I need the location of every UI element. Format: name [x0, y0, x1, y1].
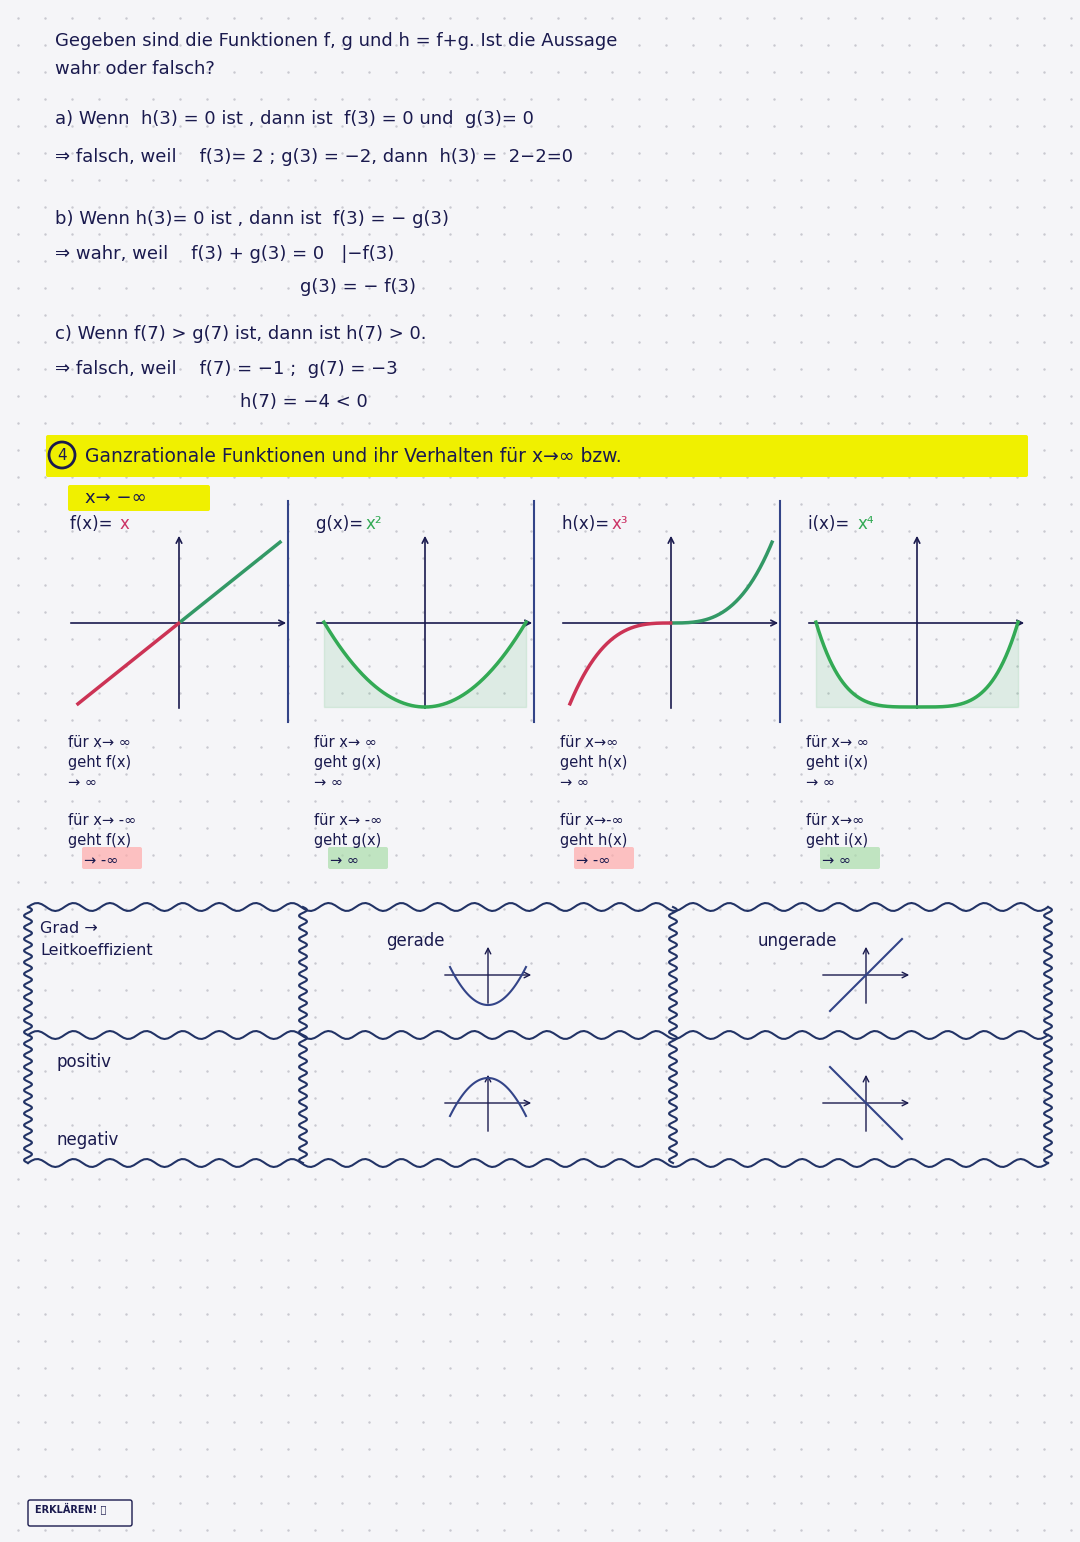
- FancyBboxPatch shape: [328, 847, 388, 870]
- Text: für x→-∞: für x→-∞: [561, 813, 623, 828]
- Text: geht f(x): geht f(x): [68, 833, 131, 848]
- Text: für x→ ∞: für x→ ∞: [314, 736, 377, 749]
- Text: → ∞: → ∞: [68, 776, 97, 790]
- Text: negativ: negativ: [56, 1130, 119, 1149]
- Text: für x→∞: für x→∞: [561, 736, 618, 749]
- Text: x: x: [120, 515, 130, 534]
- Text: ⇒ falsch, weil    f(3)= 2 ; g(3) = −2, dann  h(3) =  2−2=0: ⇒ falsch, weil f(3)= 2 ; g(3) = −2, dann…: [55, 148, 573, 167]
- FancyBboxPatch shape: [82, 847, 141, 870]
- FancyBboxPatch shape: [68, 486, 210, 510]
- Text: wahr oder falsch?: wahr oder falsch?: [55, 60, 215, 79]
- Text: für x→ ∞: für x→ ∞: [68, 736, 131, 749]
- Text: → ∞: → ∞: [561, 776, 589, 790]
- Text: für x→ ∞: für x→ ∞: [806, 736, 869, 749]
- Text: x³: x³: [612, 515, 629, 534]
- Text: ⇒ falsch, weil    f(7) = −1 ;  g(7) = −3: ⇒ falsch, weil f(7) = −1 ; g(7) = −3: [55, 359, 397, 378]
- Text: geht f(x): geht f(x): [68, 756, 131, 769]
- Text: x²: x²: [366, 515, 382, 534]
- Text: x⁴: x⁴: [858, 515, 875, 534]
- Text: b) Wenn h(3)= 0 ist , dann ist  f(3) = − g(3): b) Wenn h(3)= 0 ist , dann ist f(3) = − …: [55, 210, 449, 228]
- FancyBboxPatch shape: [46, 435, 1028, 476]
- Text: h(7) = −4 < 0: h(7) = −4 < 0: [240, 393, 368, 412]
- Text: c) Wenn f(7) > g(7) ist, dann ist h(7) > 0.: c) Wenn f(7) > g(7) ist, dann ist h(7) >…: [55, 325, 427, 342]
- Text: geht h(x): geht h(x): [561, 756, 627, 769]
- Text: → ∞: → ∞: [330, 853, 359, 868]
- Text: f(x)=: f(x)=: [70, 515, 118, 534]
- Text: g(x)=: g(x)=: [316, 515, 368, 534]
- Text: i(x)=: i(x)=: [808, 515, 854, 534]
- Text: Ganzrationale Funktionen und ihr Verhalten für x→∞ bzw.: Ganzrationale Funktionen und ihr Verhalt…: [85, 447, 622, 466]
- Text: geht g(x): geht g(x): [314, 756, 381, 769]
- Text: geht i(x): geht i(x): [806, 833, 868, 848]
- Text: a) Wenn  h(3) = 0 ist , dann ist  f(3) = 0 und  g(3)= 0: a) Wenn h(3) = 0 ist , dann ist f(3) = 0…: [55, 109, 534, 128]
- Text: g(3) = − f(3): g(3) = − f(3): [300, 278, 416, 296]
- Text: → -∞: → -∞: [84, 853, 119, 868]
- Text: Leitkoeffizient: Leitkoeffizient: [40, 944, 152, 958]
- Text: ungerade: ungerade: [758, 931, 837, 950]
- Text: h(x)=: h(x)=: [562, 515, 615, 534]
- Text: → ∞: → ∞: [314, 776, 343, 790]
- Text: geht h(x): geht h(x): [561, 833, 627, 848]
- Text: 4: 4: [57, 447, 67, 463]
- Text: → -∞: → -∞: [576, 853, 610, 868]
- Text: für x→ -∞: für x→ -∞: [68, 813, 136, 828]
- Text: → ∞: → ∞: [822, 853, 851, 868]
- Text: → ∞: → ∞: [806, 776, 835, 790]
- Text: Gegeben sind die Funktionen f, g und h = f+g. Ist die Aussage: Gegeben sind die Funktionen f, g und h =…: [55, 32, 618, 49]
- Text: ERKLÄREN! 📸: ERKLÄREN! 📸: [35, 1502, 106, 1514]
- Text: geht i(x): geht i(x): [806, 756, 868, 769]
- Text: geht g(x): geht g(x): [314, 833, 381, 848]
- FancyBboxPatch shape: [573, 847, 634, 870]
- Text: für x→∞: für x→∞: [806, 813, 864, 828]
- Text: Grad →: Grad →: [40, 921, 98, 936]
- Text: ⇒ wahr, weil    f(3) + g(3) = 0   |−f(3): ⇒ wahr, weil f(3) + g(3) = 0 |−f(3): [55, 245, 394, 264]
- Text: positiv: positiv: [56, 1053, 111, 1072]
- Text: x→ −∞: x→ −∞: [85, 489, 147, 507]
- Text: gerade: gerade: [386, 931, 445, 950]
- FancyBboxPatch shape: [28, 1500, 132, 1527]
- FancyBboxPatch shape: [820, 847, 880, 870]
- Text: für x→ -∞: für x→ -∞: [314, 813, 382, 828]
